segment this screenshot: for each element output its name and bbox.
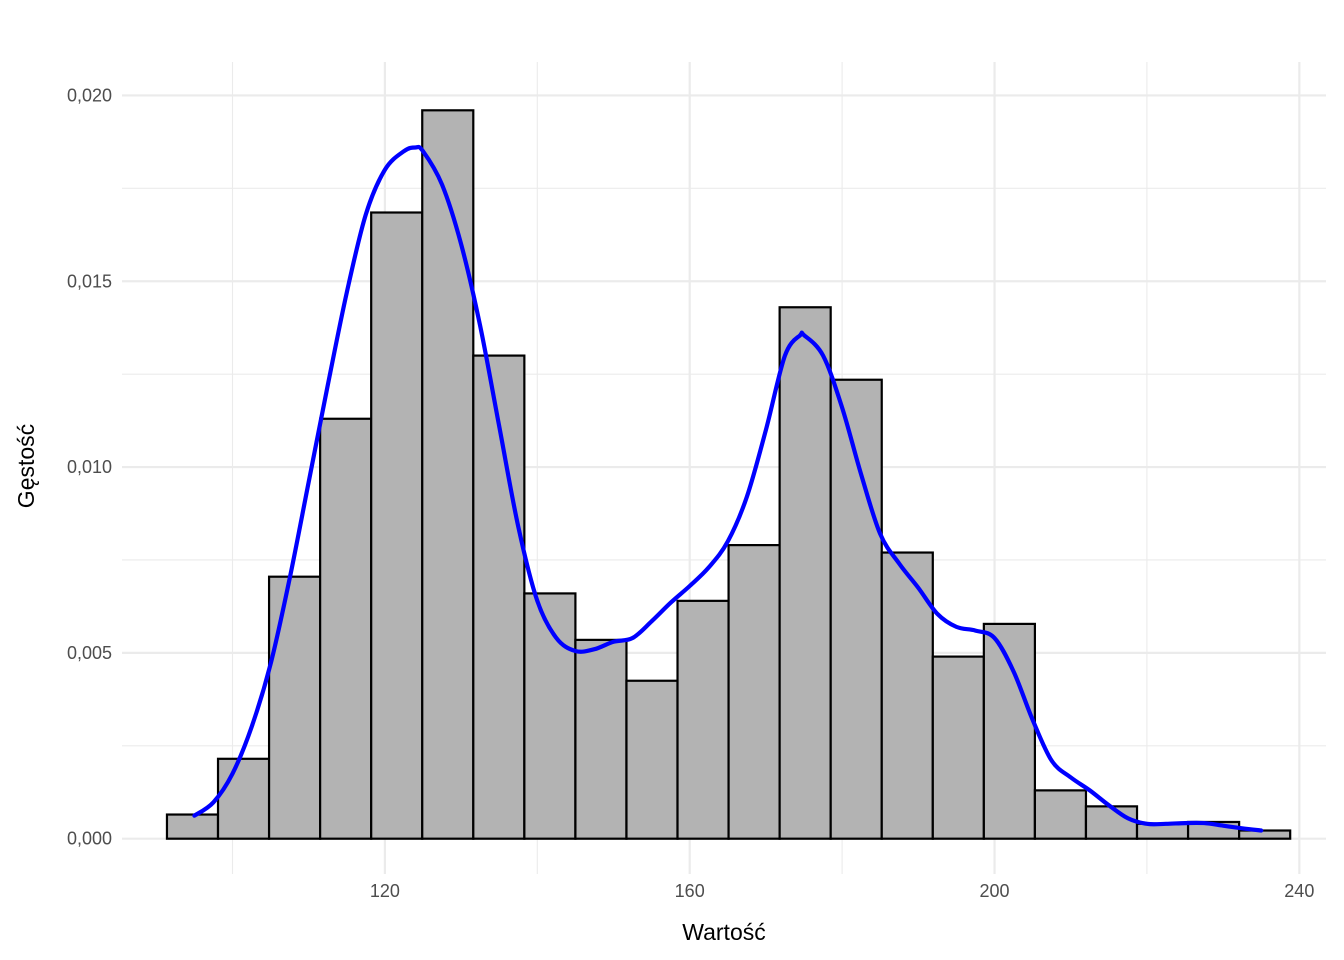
y-tick-label: 0,010 [67, 457, 112, 477]
x-tick-label: 240 [1284, 881, 1314, 901]
histogram-bar [931, 655, 985, 840]
histogram-bar [1033, 789, 1088, 840]
histogram-bar [574, 638, 628, 840]
y-tick-label: 0,020 [67, 85, 112, 105]
density-curve [192, 144, 1264, 833]
x-axis-title: Wartość [682, 919, 766, 945]
histogram-bar [1238, 829, 1292, 840]
histogram-bar [982, 622, 1037, 840]
histogram-bar [727, 544, 781, 840]
histogram-bars [165, 109, 1292, 840]
histogram-bar [216, 757, 271, 840]
y-axis-title: Gęstość [13, 424, 39, 508]
histogram-bar [625, 679, 679, 840]
y-tick-label: 0,015 [67, 271, 112, 291]
density-curve-layer [192, 144, 1264, 833]
histogram-bar [267, 575, 322, 840]
histogram-bar [319, 417, 373, 840]
x-tick-label: 120 [370, 881, 400, 901]
histogram-bar [370, 211, 424, 840]
histogram-bar [829, 378, 883, 840]
y-tick-label: 0,000 [67, 829, 112, 849]
x-axis-tick-labels: 120 160 200 240 [370, 881, 1314, 901]
histogram-bar [778, 306, 832, 840]
histogram-bar [676, 599, 730, 840]
histogram-bar [165, 813, 220, 840]
histogram-bar [472, 354, 526, 840]
histogram-bar [421, 109, 475, 840]
histogram-bar [1084, 805, 1139, 840]
y-tick-label: 0,005 [67, 643, 112, 663]
y-axis-tick-labels: 0,000 0,005 0,010 0,015 0,020 [67, 85, 112, 848]
histogram-bar [1135, 822, 1190, 840]
x-tick-label: 160 [675, 881, 705, 901]
histogram-bar [880, 551, 934, 840]
x-tick-label: 200 [979, 881, 1009, 901]
